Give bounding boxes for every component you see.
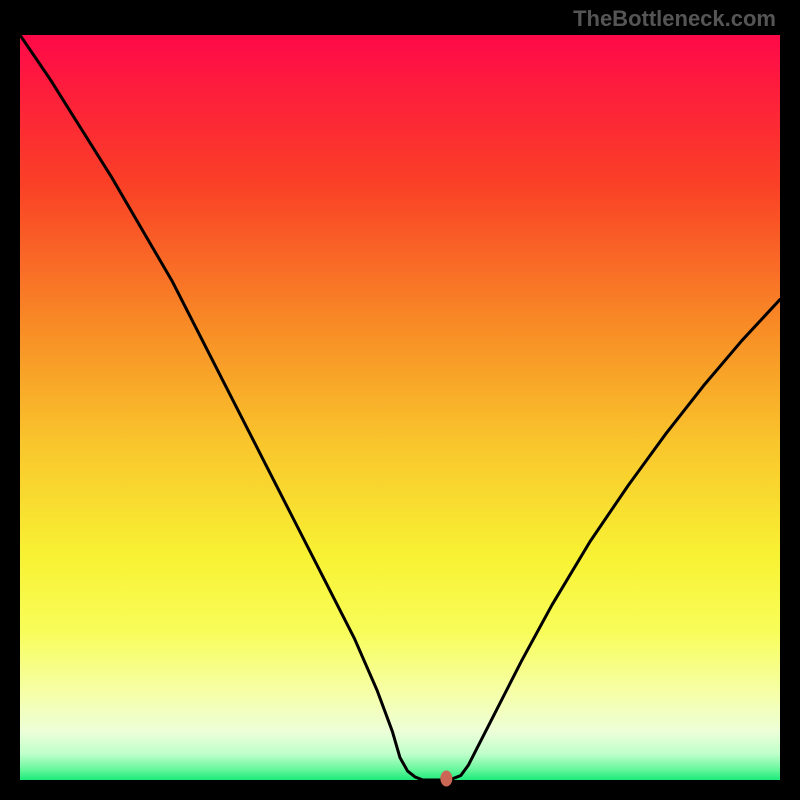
- bottleneck-curve-chart: [0, 0, 800, 800]
- gradient-plot-area: [20, 35, 780, 780]
- watermark-text: TheBottleneck.com: [573, 6, 776, 32]
- chart-container: TheBottleneck.com: [0, 0, 800, 800]
- optimum-point-marker: [440, 771, 452, 787]
